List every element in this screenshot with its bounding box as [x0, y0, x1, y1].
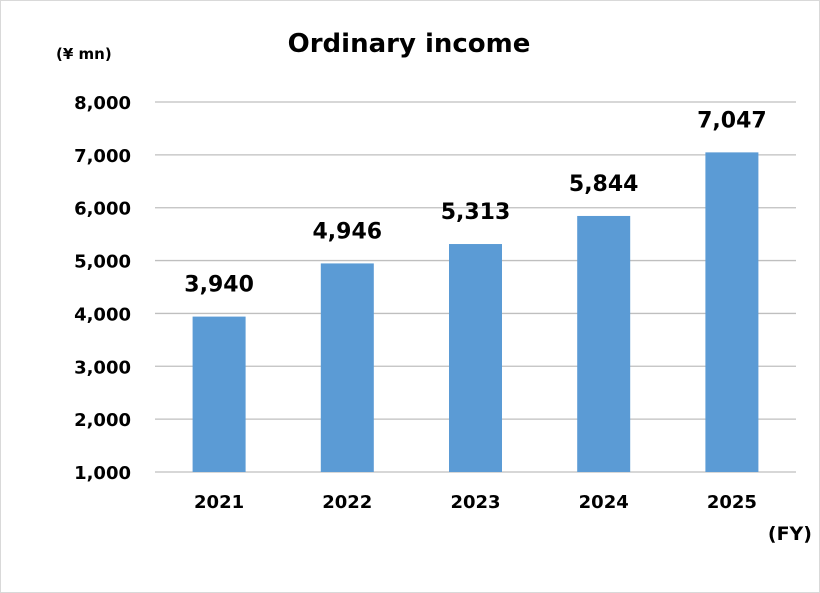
x-tick-label-2021: 2021 — [194, 492, 244, 513]
bar-2022 — [320, 263, 374, 472]
y-tick-label: 7,000 — [74, 146, 131, 167]
y-tick-label: 4,000 — [74, 304, 131, 325]
y-tick-label: 3,000 — [74, 357, 131, 378]
data-label-2022: 4,946 — [313, 219, 383, 244]
y-tick-label: 1,000 — [74, 463, 131, 484]
y-tick-label: 5,000 — [74, 252, 131, 273]
chart-title: Ordinary income — [288, 29, 531, 59]
bar-2021 — [192, 316, 246, 472]
x-tick-label-2022: 2022 — [322, 492, 372, 513]
y-tick-label: 6,000 — [74, 199, 131, 220]
x-tick-label-2025: 2025 — [707, 492, 757, 513]
data-labels: 3,940 4,946 5,313 5,844 7,047 — [184, 108, 766, 297]
data-label-2024: 5,844 — [569, 172, 639, 197]
y-tick-label: 2,000 — [74, 410, 131, 431]
x-axis-ticks: 2021 2022 2023 2024 2025 — [194, 492, 757, 513]
bar-2023 — [449, 244, 502, 472]
x-tick-label-2023: 2023 — [450, 492, 500, 513]
y-axis-ticks: 1,000 2,000 3,000 4,000 5,000 6,000 7,000 8,000 — [74, 93, 131, 484]
bar-2024 — [577, 215, 631, 472]
data-label-2023: 5,313 — [441, 200, 511, 225]
x-tick-label-2024: 2024 — [579, 492, 629, 513]
bar-2025 — [705, 152, 759, 472]
y-tick-label: 8,000 — [74, 93, 131, 114]
bars — [192, 152, 759, 472]
data-label-2021: 3,940 — [184, 273, 254, 298]
x-unit-label: (FY) — [768, 523, 812, 545]
y-unit-label: (¥ mn) — [56, 45, 112, 63]
data-label-2025: 7,047 — [697, 108, 767, 133]
